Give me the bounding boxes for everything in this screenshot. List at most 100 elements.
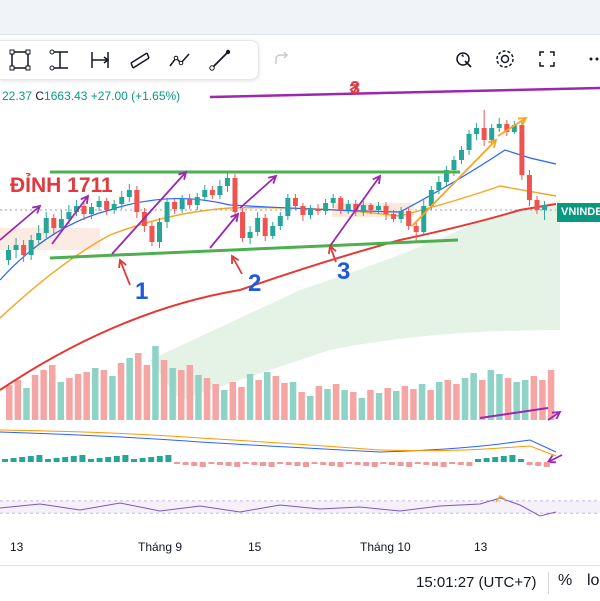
time-axis[interactable]: 13 Tháng 9 15 Tháng 10 13 (0, 530, 600, 560)
peak-label: ĐỈNH 1711 (10, 174, 113, 197)
macd-histogram-bar (277, 462, 284, 464)
volume-bar (117, 363, 125, 420)
candle-body (383, 206, 389, 214)
volume-bar (74, 374, 82, 420)
top-arrow-head (349, 84, 360, 93)
clock-text[interactable]: 15:01:27 (UTC+7) (416, 574, 537, 591)
candle-body (519, 125, 525, 175)
top-header-bar (0, 0, 600, 35)
volume-bar (178, 370, 185, 420)
up-arrow (111, 171, 187, 255)
volume-bar (126, 358, 133, 420)
redo-button[interactable] (264, 42, 298, 76)
redo-icon (275, 51, 289, 64)
macd-histogram-bar (36, 455, 43, 462)
trend-line-tool-button[interactable] (200, 43, 240, 77)
volume-bar (418, 384, 426, 420)
macd-histogram-bar (320, 462, 327, 465)
up-arrow-orange-head (488, 138, 498, 148)
candle-body (66, 212, 72, 219)
xaxis-label-15: 15 (248, 540, 262, 554)
volume-bar (298, 392, 305, 420)
macd-histogram-bar (466, 462, 473, 466)
volume-bar (169, 368, 176, 420)
macd-histogram-bar (62, 457, 69, 462)
ohlc-legend: 22.37 C1663.43 +27.00 (+1.65%) (2, 89, 180, 103)
pivot-arrow-head (231, 254, 240, 265)
candle-body (474, 128, 480, 134)
candle-body (300, 206, 306, 215)
macd-histogram-bar (131, 459, 137, 462)
volume-bar (341, 390, 348, 420)
candle-body (428, 190, 434, 206)
candle-body (224, 178, 230, 186)
candle-body (262, 218, 268, 236)
up-arrow-head (372, 174, 382, 185)
parallel-channel-tool-button[interactable] (120, 43, 160, 77)
macd-histogram-bar (518, 459, 524, 462)
price-chart[interactable]: ĐỈNH 1711 1 2 3 3 (0, 78, 600, 530)
volume-bar (143, 365, 151, 420)
legend-change-value: +27.00 (+1.65%) (90, 89, 181, 103)
volume-bar (246, 374, 254, 420)
macd-histogram-bar (199, 462, 206, 467)
vnindex-price-tag: VNINDEX (557, 203, 600, 222)
macd-histogram-bar (113, 456, 120, 462)
macd-histogram-bar (397, 462, 404, 466)
pivot-arrow-head (118, 258, 127, 269)
more-button[interactable] (578, 42, 600, 76)
macd-histogram-bar (363, 462, 370, 466)
up-arrow (239, 175, 277, 209)
macd-histogram-bar (423, 462, 430, 465)
xaxis-label-13b: 13 (474, 540, 488, 554)
volume-bar (504, 378, 512, 420)
date-range-tool-button[interactable] (80, 43, 120, 77)
candle-body (534, 200, 540, 210)
volume-bar (496, 374, 503, 420)
volume-bar (367, 390, 374, 420)
macd-histogram-bar (105, 457, 112, 462)
volume-bar (152, 346, 159, 420)
macd-histogram-bar (268, 462, 275, 467)
settings-button[interactable] (488, 42, 522, 76)
anchored-text-tool-button[interactable] (40, 43, 80, 77)
macd-histogram-bar (191, 462, 198, 466)
macd-histogram-bar (139, 458, 146, 462)
volume-bar (23, 388, 30, 420)
volume-bar (272, 376, 280, 420)
up-arrow (0, 205, 41, 241)
gear-icon (496, 50, 514, 68)
up-arrow (329, 175, 381, 247)
volume-bar (203, 378, 211, 420)
rectangle-tool-button[interactable] (0, 43, 40, 77)
legend-close-label: C (35, 89, 45, 103)
divider (548, 572, 549, 594)
macd-histogram-bar (294, 462, 301, 466)
macd-histogram-bar (251, 462, 258, 465)
volume-bar (264, 372, 271, 420)
volume-bar (375, 393, 383, 420)
macd-histogram-bar (53, 458, 60, 462)
macd-histogram-bar (148, 457, 155, 462)
volume-bar (66, 378, 73, 420)
volume-bar (539, 380, 546, 420)
ema-red-line (0, 203, 557, 391)
up-arrow (51, 195, 89, 245)
candle-body (443, 170, 449, 182)
top-label-3: 3 (350, 78, 360, 98)
macd-histogram-bar (303, 462, 309, 467)
macd-histogram-bar (543, 462, 550, 467)
percent-scale-button[interactable]: % (558, 572, 573, 589)
path-tool-button[interactable] (160, 43, 200, 77)
candle-body (247, 232, 253, 238)
candle-body (406, 211, 412, 226)
candle-body (217, 186, 223, 195)
fullscreen-button[interactable] (530, 42, 564, 76)
candle-body (413, 226, 419, 232)
macd-histogram-bar (96, 458, 103, 462)
volume-bar (513, 382, 520, 420)
magic-button[interactable] (446, 42, 480, 76)
volume-bar (195, 375, 202, 420)
log-scale-button[interactable]: lo (587, 572, 600, 589)
up-arrow-orange (411, 139, 497, 227)
